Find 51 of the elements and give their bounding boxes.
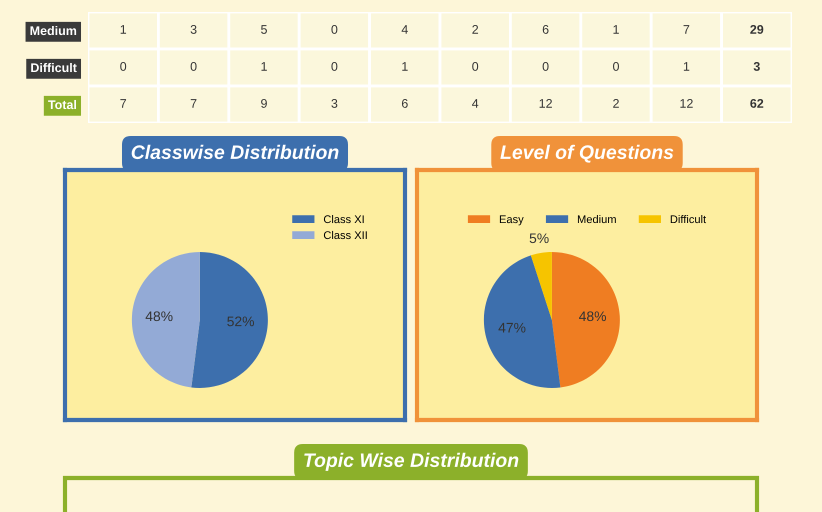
data-label: 6 xyxy=(402,99,408,108)
data-label: 7 xyxy=(190,99,196,108)
legend-label: Difficult xyxy=(670,215,706,224)
data-label: 0 xyxy=(120,62,126,71)
data-label: 1 xyxy=(402,62,408,71)
pie-slice xyxy=(552,252,620,388)
chart-title: Level of Questions xyxy=(500,144,674,163)
data-label: 7 xyxy=(684,25,690,34)
data-label: 4 xyxy=(472,99,478,108)
legend-label: Class XI xyxy=(324,215,364,224)
chart-title: Classwise Distribution xyxy=(132,144,338,160)
data-label: 1 xyxy=(613,25,619,34)
data-label: 3 xyxy=(754,62,760,71)
data-label: 6 xyxy=(542,25,549,34)
data-label: 2 xyxy=(613,99,619,108)
data-label: 7 xyxy=(120,99,126,108)
data-label: 1 xyxy=(261,62,267,71)
data-label: 9 xyxy=(261,99,267,108)
data-label: 52% xyxy=(227,316,254,326)
legend-label: Medium xyxy=(578,215,616,224)
data-label: 62 xyxy=(750,99,764,108)
y-tick-label: Total xyxy=(48,100,76,110)
legend-label: Easy xyxy=(500,215,524,226)
y-tick-label: Difficult xyxy=(31,62,77,72)
text: Topic Wise Distribution xyxy=(304,452,518,471)
data-label: 12 xyxy=(540,99,552,108)
data-label: 12 xyxy=(680,99,693,108)
y-tick-label: Medium xyxy=(30,26,76,36)
data-label: 29 xyxy=(750,25,764,34)
pie-slice xyxy=(484,255,560,388)
data-label: 0 xyxy=(331,62,338,71)
data-label: 5% xyxy=(530,233,549,244)
data-label: 47% xyxy=(498,322,526,333)
data-label: 1 xyxy=(120,25,126,34)
data-label: 48% xyxy=(146,311,173,322)
legend-label: Class XII xyxy=(324,230,367,240)
data-label: 5 xyxy=(261,25,267,34)
data-label: 0 xyxy=(472,62,478,71)
data-label: 0 xyxy=(190,62,197,71)
pie-slice xyxy=(132,252,200,388)
data-label: 0 xyxy=(613,62,619,71)
data-label: 48% xyxy=(579,311,606,322)
data-label: 1 xyxy=(684,62,690,71)
data-label: 3 xyxy=(190,25,197,34)
data-label: 2 xyxy=(472,25,478,34)
pie-slice xyxy=(191,252,268,388)
data-label: 0 xyxy=(331,25,338,34)
data-label: 3 xyxy=(331,99,338,108)
data-label: 4 xyxy=(402,25,408,34)
data-label: 0 xyxy=(542,62,549,71)
pie-slice xyxy=(530,252,552,320)
